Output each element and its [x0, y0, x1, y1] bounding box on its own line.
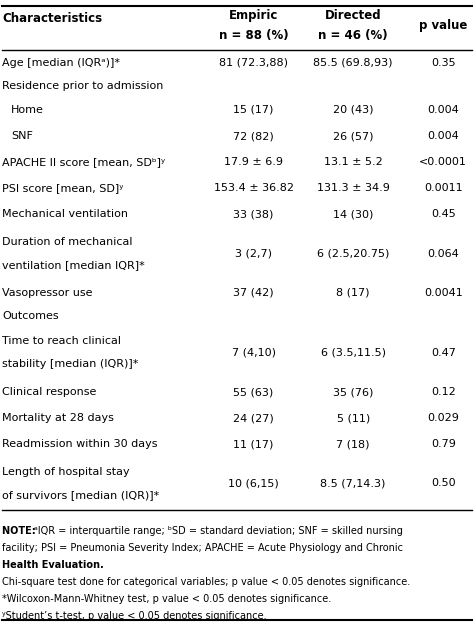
- Text: Directed: Directed: [325, 9, 382, 22]
- Text: Chi-square test done for categorical variables; p value < 0.05 denotes significa: Chi-square test done for categorical var…: [2, 577, 410, 587]
- Text: SNF: SNF: [11, 131, 33, 141]
- Text: 3 (2,7): 3 (2,7): [235, 249, 272, 259]
- Text: 72 (82): 72 (82): [233, 131, 274, 141]
- Text: Mortality at 28 days: Mortality at 28 days: [2, 413, 114, 423]
- Text: ʸStudent’s t-test, p value < 0.05 denotes significance.: ʸStudent’s t-test, p value < 0.05 denote…: [2, 611, 267, 621]
- Text: 6 (3.5,11.5): 6 (3.5,11.5): [320, 348, 386, 358]
- Text: Outcomes: Outcomes: [2, 312, 59, 321]
- Text: 20 (43): 20 (43): [333, 105, 374, 115]
- Text: 0.0011: 0.0011: [424, 183, 463, 193]
- Text: 8 (17): 8 (17): [337, 288, 370, 298]
- Text: 0.79: 0.79: [431, 439, 456, 449]
- Text: n = 46 (%): n = 46 (%): [319, 29, 388, 42]
- Text: 0.47: 0.47: [431, 348, 456, 358]
- Text: Clinical response: Clinical response: [2, 387, 97, 397]
- Text: stability [median (IQR)]*: stability [median (IQR)]*: [2, 359, 139, 369]
- Text: NOTE:: NOTE:: [2, 526, 39, 536]
- Text: 24 (27): 24 (27): [233, 413, 274, 423]
- Text: 5 (11): 5 (11): [337, 413, 370, 423]
- Text: facility; PSI = Pneumonia Severity Index; APACHE = Acute Physiology and Chronic: facility; PSI = Pneumonia Severity Index…: [2, 543, 403, 553]
- Text: of survivors [median (IQR)]*: of survivors [median (IQR)]*: [2, 490, 160, 500]
- Text: ᵃIQR = interquartile range; ᵇSD = standard deviation; SNF = skilled nursing: ᵃIQR = interquartile range; ᵇSD = standa…: [35, 526, 403, 536]
- Text: 37 (42): 37 (42): [233, 288, 274, 298]
- Text: p value: p value: [419, 19, 467, 32]
- Text: Length of hospital stay: Length of hospital stay: [2, 467, 130, 477]
- Text: APACHE II score [mean, SDᵇ]ʸ: APACHE II score [mean, SDᵇ]ʸ: [2, 157, 165, 167]
- Text: 14 (30): 14 (30): [333, 209, 374, 219]
- Text: 0.004: 0.004: [428, 131, 459, 141]
- Text: <0.0001: <0.0001: [419, 157, 467, 167]
- Text: Health Evaluation.: Health Evaluation.: [2, 560, 104, 570]
- Text: 0.0041: 0.0041: [424, 288, 463, 298]
- Text: 35 (76): 35 (76): [333, 387, 374, 397]
- Text: n = 88 (%): n = 88 (%): [219, 29, 288, 42]
- Text: 0.45: 0.45: [431, 209, 456, 219]
- Text: 33 (38): 33 (38): [233, 209, 274, 219]
- Text: Empiric: Empiric: [229, 9, 278, 22]
- Text: ventilation [median IQR]*: ventilation [median IQR]*: [2, 260, 145, 270]
- Text: 131.3 ± 34.9: 131.3 ± 34.9: [317, 183, 390, 193]
- Text: 26 (57): 26 (57): [333, 131, 374, 141]
- Text: Mechanical ventilation: Mechanical ventilation: [2, 209, 128, 219]
- Text: Readmission within 30 days: Readmission within 30 days: [2, 439, 158, 449]
- Text: 0.35: 0.35: [431, 58, 456, 68]
- Text: 55 (63): 55 (63): [234, 387, 273, 397]
- Text: Time to reach clinical: Time to reach clinical: [2, 336, 121, 346]
- Text: 0.064: 0.064: [428, 249, 459, 259]
- Text: 10 (6,15): 10 (6,15): [228, 478, 279, 488]
- Text: 153.4 ± 36.82: 153.4 ± 36.82: [214, 183, 293, 193]
- Text: 81 (72.3,88): 81 (72.3,88): [219, 58, 288, 68]
- Text: Duration of mechanical: Duration of mechanical: [2, 237, 133, 247]
- Text: Vasopressor use: Vasopressor use: [2, 288, 93, 298]
- Text: 7 (4,10): 7 (4,10): [232, 348, 275, 358]
- Text: 17.9 ± 6.9: 17.9 ± 6.9: [224, 157, 283, 167]
- Text: 7 (18): 7 (18): [337, 439, 370, 449]
- Text: 0.12: 0.12: [431, 387, 456, 397]
- Text: 13.1 ± 5.2: 13.1 ± 5.2: [324, 157, 383, 167]
- Text: 11 (17): 11 (17): [233, 439, 274, 449]
- Text: 8.5 (7,14.3): 8.5 (7,14.3): [320, 478, 386, 488]
- Text: Age [median (IQRᵃ)]*: Age [median (IQRᵃ)]*: [2, 58, 120, 68]
- Text: *Wilcoxon-Mann-Whitney test, p value < 0.05 denotes significance.: *Wilcoxon-Mann-Whitney test, p value < 0…: [2, 594, 332, 604]
- Text: Residence prior to admission: Residence prior to admission: [2, 82, 164, 92]
- Text: 0.004: 0.004: [428, 105, 459, 115]
- Text: Characteristics: Characteristics: [2, 12, 102, 25]
- Text: PSI score [mean, SD]ʸ: PSI score [mean, SD]ʸ: [2, 183, 124, 193]
- Text: 6 (2.5,20.75): 6 (2.5,20.75): [317, 249, 389, 259]
- Text: 0.50: 0.50: [431, 478, 456, 488]
- Text: 15 (17): 15 (17): [233, 105, 274, 115]
- Text: 85.5 (69.8,93): 85.5 (69.8,93): [313, 58, 393, 68]
- Text: Home: Home: [11, 105, 44, 115]
- Text: 0.029: 0.029: [427, 413, 459, 423]
